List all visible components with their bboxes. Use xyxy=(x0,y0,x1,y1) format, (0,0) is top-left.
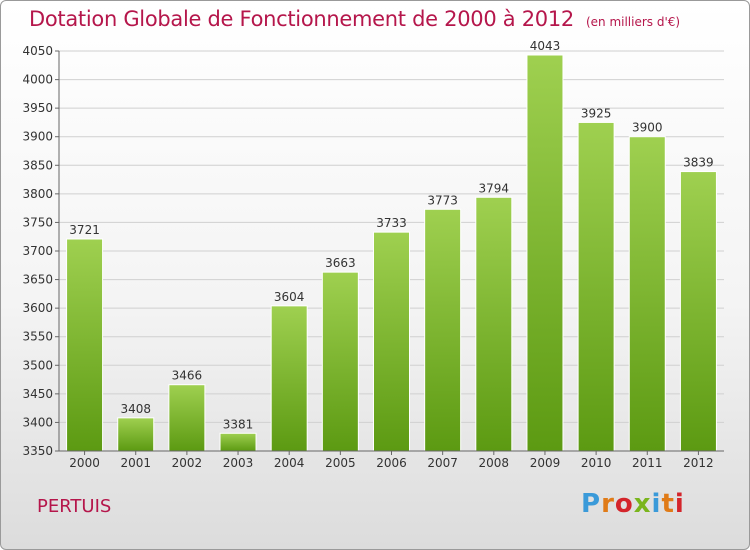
bar xyxy=(270,305,308,452)
bar xyxy=(679,171,717,452)
logo-letter: t xyxy=(661,489,675,519)
data-label: 4043 xyxy=(530,39,561,53)
y-tick-label: 3750 xyxy=(22,215,53,229)
logo-letter: o xyxy=(614,489,634,519)
logo-letter: P xyxy=(581,489,602,519)
y-tick-label: 4000 xyxy=(22,73,53,87)
y-tick-label: 3800 xyxy=(22,187,53,201)
brand-logo: Proxiti xyxy=(581,489,685,519)
bar xyxy=(373,231,410,452)
x-tick-label: 2000 xyxy=(69,456,100,470)
bar xyxy=(424,208,462,452)
bar xyxy=(628,136,666,452)
data-label: 3773 xyxy=(427,193,458,207)
x-tick-label: 2006 xyxy=(376,456,407,470)
data-label: 3721 xyxy=(69,223,100,237)
data-label: 3925 xyxy=(581,106,612,120)
x-tick-label: 2009 xyxy=(530,456,561,470)
data-label: 3733 xyxy=(376,216,407,230)
data-label: 3381 xyxy=(223,417,254,431)
logo-letter: x xyxy=(633,489,652,519)
x-tick-label: 2003 xyxy=(223,456,254,470)
bars: 3721 3408 3466 3381 3604 3663 3733 3773 3794 4043… xyxy=(66,39,717,452)
place-name: PERTUIS xyxy=(37,496,112,517)
y-tick-label: 3950 xyxy=(22,101,53,115)
logo-letter: i xyxy=(651,489,662,519)
bar xyxy=(475,196,513,452)
x-tick-label: 2011 xyxy=(632,456,663,470)
bar xyxy=(526,54,564,452)
chart-title: Dotation Globale de Fonctionnement de 20… xyxy=(29,7,680,31)
data-label: 3663 xyxy=(325,256,356,270)
y-tick-label: 3550 xyxy=(22,330,53,344)
bar xyxy=(321,271,359,452)
data-label: 3466 xyxy=(172,369,203,383)
x-tick-label: 2010 xyxy=(581,456,612,470)
x-tick-label: 2005 xyxy=(325,456,356,470)
x-tick-label: 2007 xyxy=(427,456,458,470)
bar xyxy=(219,432,257,452)
data-label: 3839 xyxy=(683,156,714,170)
y-tick-label: 4050 xyxy=(22,44,53,58)
chart-title-text: Dotation Globale de Fonctionnement de 20… xyxy=(29,7,574,31)
y-tick-label: 3500 xyxy=(22,358,53,372)
x-tick-label: 2001 xyxy=(120,456,151,470)
axes: 3350 3400 3450 3500 3550 3600 3650 3700 3750 3800… xyxy=(22,44,724,470)
y-tick-label: 3600 xyxy=(22,301,53,315)
y-tick-label: 3850 xyxy=(22,158,53,172)
data-label: 3604 xyxy=(274,290,305,304)
y-tick-label: 3350 xyxy=(22,444,53,458)
logo-letter: i xyxy=(674,489,685,519)
x-tick-label: 2002 xyxy=(172,456,203,470)
data-label: 3408 xyxy=(120,402,151,416)
x-tick-label: 2012 xyxy=(683,456,714,470)
y-tick-label: 3400 xyxy=(22,415,53,429)
x-tick-label: 2008 xyxy=(479,456,510,470)
bar xyxy=(66,238,104,452)
bar xyxy=(577,121,615,452)
bar xyxy=(117,417,155,452)
x-tick-label: 2004 xyxy=(274,456,305,470)
y-tick-label: 3700 xyxy=(22,244,53,258)
y-tick-label: 3650 xyxy=(22,273,53,287)
logo-letter: r xyxy=(601,489,615,519)
chart-subtitle: (en milliers d'€) xyxy=(585,15,681,29)
bar xyxy=(168,384,206,452)
y-tick-label: 3900 xyxy=(22,130,53,144)
data-label: 3794 xyxy=(479,181,510,195)
data-label: 3900 xyxy=(632,121,663,135)
y-tick-label: 3450 xyxy=(22,387,53,401)
